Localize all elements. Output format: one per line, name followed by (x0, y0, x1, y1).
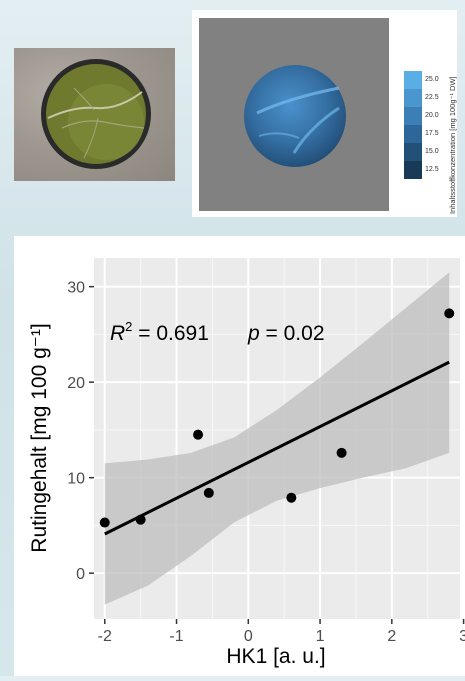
r2-annotation: R2 = 0.691 (110, 319, 209, 345)
y-tick-label: 10 (67, 471, 85, 488)
y-tick-label: 30 (67, 280, 85, 297)
x-tick-label: 0 (244, 628, 253, 645)
colorbar-swatch (404, 71, 422, 89)
colorbar-tick: 12.5 (425, 166, 439, 173)
data-point (444, 308, 455, 319)
data-points (99, 308, 455, 528)
colorbar-swatch (404, 161, 422, 179)
data-point (99, 517, 110, 528)
x-tick-label: -2 (98, 628, 112, 645)
y-axis-ticks: 0 10 20 30 (67, 280, 94, 583)
y-tick-label: 0 (76, 566, 85, 583)
colorbar-swatch (404, 107, 422, 125)
colorbar-swatch (404, 125, 422, 143)
colorbar-swatch (404, 143, 422, 161)
regression-chart-panel: -2 -1 0 1 2 3 0 10 20 30 R2 = 0.691 p = 0.02 HK1… (14, 236, 465, 676)
colorbar-label: Inhaltsstoffkonzentration [mg 100g⁻¹ DW] (448, 76, 457, 214)
regression-line (104, 360, 450, 536)
colorbar-tick: 17.5 (425, 130, 439, 137)
colorbar-tick: 22.5 (425, 94, 439, 101)
r2-symbol: R (110, 322, 125, 345)
hyperspectral-panel: 25.0 22.5 20.0 17.5 15.0 12.5 Inhaltssto… (192, 10, 457, 217)
x-tick-label: 2 (387, 628, 396, 645)
p-annotation: p = 0.02 (247, 322, 325, 345)
colorbar-tick: 25.0 (425, 76, 439, 83)
data-point (336, 447, 347, 458)
colorbar-swatch (404, 89, 422, 107)
colorbar-tick: 20.0 (425, 112, 439, 119)
p-symbol: p (247, 322, 260, 345)
r2-exponent: 2 (125, 319, 132, 334)
y-axis-label: Rutingehalt [mg 100 g⁻¹] (28, 323, 51, 552)
p-value: = 0.02 (260, 322, 325, 345)
colorbar-ticks: 25.0 22.5 20.0 17.5 15.0 12.5 (425, 71, 439, 179)
x-tick-label: -1 (169, 628, 183, 645)
r2-value: = 0.691 (132, 322, 208, 345)
data-point (203, 487, 214, 498)
concentration-map (199, 18, 389, 211)
data-point (135, 514, 146, 525)
x-tick-label: 1 (316, 628, 325, 645)
x-tick-label: 3 (459, 628, 465, 645)
data-point (193, 429, 204, 440)
x-axis-label: HK1 [a. u.] (226, 645, 325, 668)
colorbar (404, 71, 422, 179)
colorbar-tick: 15.0 (425, 148, 439, 155)
leaf-disc-image (41, 59, 151, 169)
x-axis-ticks: -2 -1 0 1 2 3 (98, 619, 465, 645)
y-tick-label: 20 (67, 375, 85, 392)
confidence-band (104, 272, 450, 605)
data-point (286, 492, 297, 503)
leaf-disc-photo (14, 48, 175, 181)
